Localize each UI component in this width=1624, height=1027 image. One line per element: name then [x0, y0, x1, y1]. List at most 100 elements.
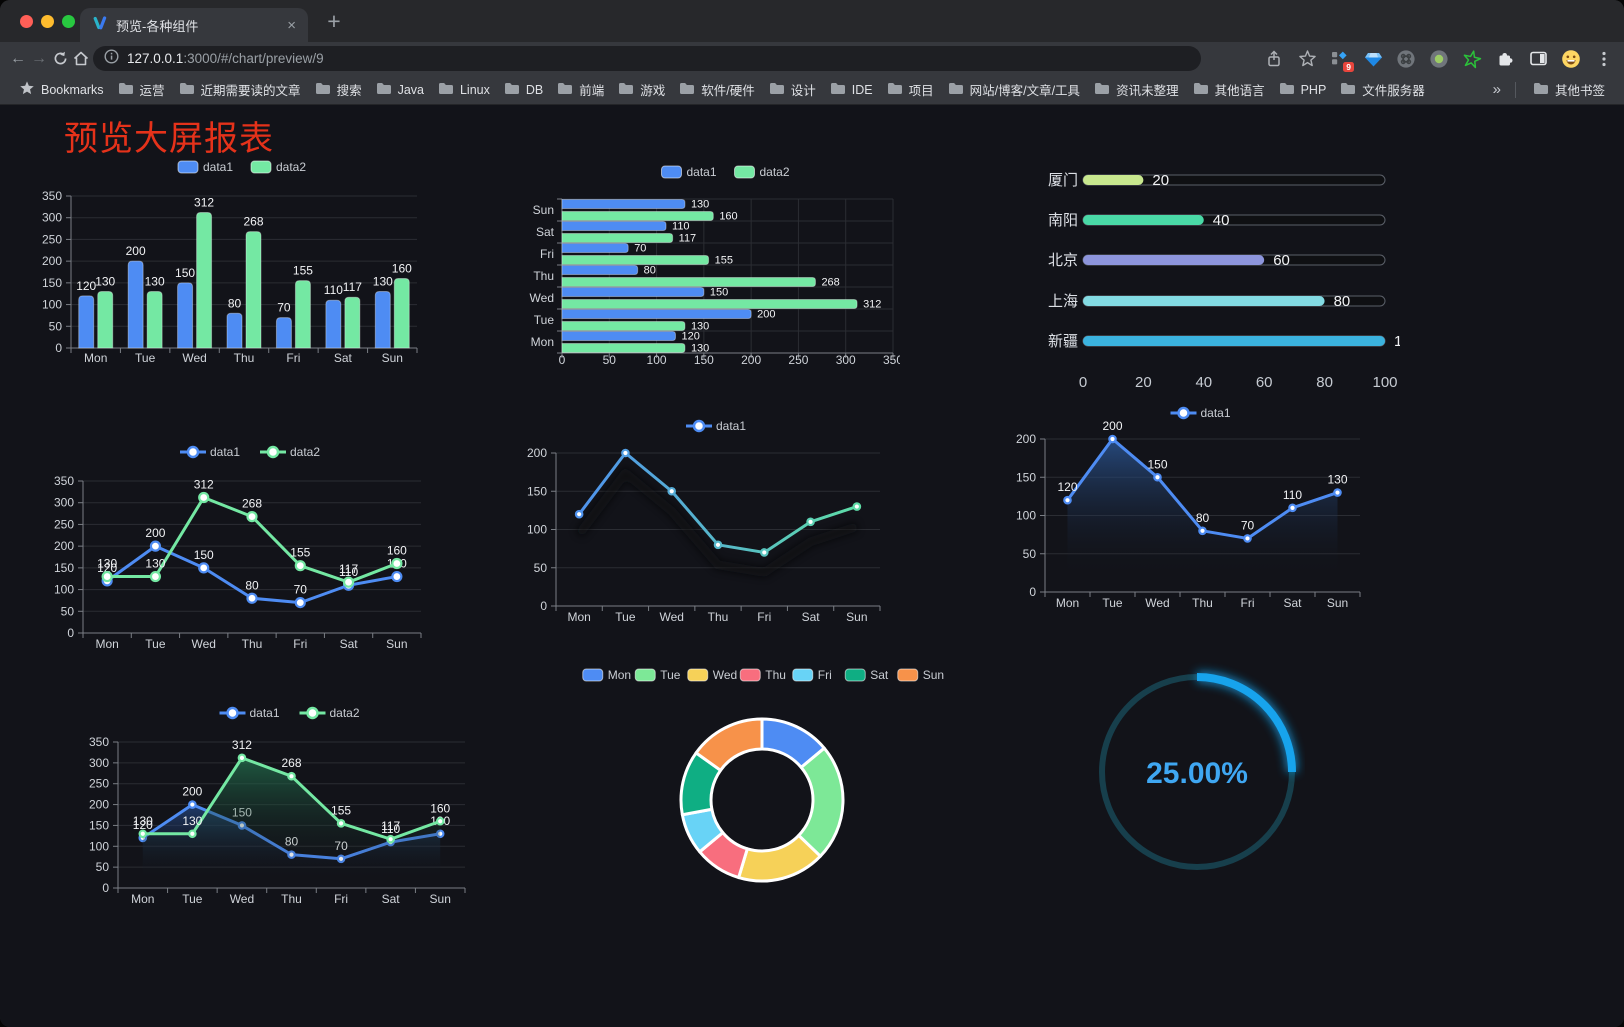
progress-bar-chart[interactable]: 厦门 20 南阳 40 北京 60 上海 80 新疆 100 0 20 40 60 80 100: [1000, 160, 1419, 395]
svg-text:Thu: Thu: [281, 892, 302, 906]
svg-text:上海: 上海: [1048, 293, 1078, 310]
svg-text:200: 200: [182, 785, 202, 799]
svg-text:300: 300: [836, 353, 856, 367]
svg-text:北京: 北京: [1048, 252, 1078, 269]
bookmarks-overflow-chevron[interactable]: »: [1492, 81, 1501, 98]
svg-text:130: 130: [182, 814, 202, 828]
bookmark-folder-前端[interactable]: 前端: [550, 80, 611, 99]
home-button[interactable]: [70, 42, 92, 75]
reload-button[interactable]: [49, 42, 71, 75]
share-icon[interactable]: [1264, 49, 1284, 69]
grouped-bar-chart[interactable]: data1 data2 0 50 100 150 200 250 300 350 Mon Tue Wed…: [30, 150, 430, 380]
svg-text:200: 200: [757, 309, 775, 321]
svg-text:Wed: Wed: [1145, 596, 1169, 610]
svg-text:200: 200: [527, 446, 547, 460]
svg-text:Sun: Sun: [382, 351, 403, 365]
bookmark-folder-设计[interactable]: 设计: [762, 80, 823, 99]
svg-text:350: 350: [89, 735, 109, 749]
svg-text:50: 50: [1023, 547, 1037, 561]
browser-toolbar: ← → 127.0.0.1:3000/#/chart/preview/9 9: [0, 42, 1624, 75]
bookmark-folder-DB[interactable]: DB: [497, 82, 550, 98]
forward-button[interactable]: →: [31, 49, 47, 67]
page-title: 预览大屏报表: [64, 120, 274, 158]
svg-text:data1: data1: [716, 419, 746, 433]
svg-text:130: 130: [691, 343, 709, 355]
dot-extension-icon[interactable]: [1429, 49, 1449, 69]
new-tab-button[interactable]: +: [327, 8, 341, 34]
svg-text:data1: data1: [203, 160, 233, 174]
svg-text:新疆: 新疆: [1048, 333, 1078, 350]
svg-text:70: 70: [294, 583, 308, 597]
bookmark-folder-近期需要读的文章[interactable]: 近期需要读的文章: [172, 80, 308, 99]
bookmark-folder-项目[interactable]: 项目: [880, 80, 941, 99]
browser-menu-icon[interactable]: [1594, 49, 1614, 69]
dual-area-line-chart[interactable]: data1 data2 0 50 100 150 200 250 300 350 Mon Tue Wed…: [85, 700, 485, 930]
svg-text:130: 130: [1327, 473, 1347, 487]
star-extension-icon[interactable]: [1462, 49, 1482, 69]
svg-text:350: 350: [42, 189, 62, 203]
tab-close-icon[interactable]: ×: [287, 16, 296, 34]
svg-text:100: 100: [1016, 509, 1036, 523]
donut-chart[interactable]: Mon Tue Wed Thu Fri Sat Sun: [560, 660, 965, 905]
svg-text:Fri: Fri: [334, 892, 348, 906]
bookmark-folder-游戏[interactable]: 游戏: [611, 80, 672, 99]
gradient-line-chart[interactable]: data1 0 50 100 150 200 Mon Tue Wed Thu Fri Sat Sun: [500, 415, 895, 645]
svg-text:0: 0: [1029, 585, 1036, 599]
folder-icon: [887, 82, 903, 98]
svg-text:Wed: Wed: [191, 637, 215, 651]
browser-tab[interactable]: 预览-各种组件 ×: [80, 8, 308, 42]
svg-text:130: 130: [95, 275, 115, 289]
svg-text:Thu: Thu: [765, 668, 786, 682]
svg-text:200: 200: [89, 798, 109, 812]
back-button[interactable]: ←: [10, 49, 26, 67]
svg-text:100: 100: [89, 839, 109, 853]
svg-text:250: 250: [42, 232, 62, 246]
bookmark-folder-软件/硬件[interactable]: 软件/硬件: [672, 80, 761, 99]
multi-line-chart[interactable]: data1 data2 0 50 100 150 200 250 300 350 Mon Tue Wed…: [30, 440, 430, 675]
svg-text:120: 120: [76, 279, 96, 293]
site-info-icon[interactable]: [104, 48, 119, 69]
svg-text:80: 80: [644, 265, 656, 277]
svg-text:Sun: Sun: [846, 610, 867, 624]
bookmark-folder-Java[interactable]: Java: [369, 82, 431, 98]
bookmarks-manager-item[interactable]: Bookmarks: [12, 80, 111, 99]
area-line-chart[interactable]: data1 0 50 100 150 200 Mon Tue Wed Thu Fri Sat Sun 12…: [1000, 400, 1380, 630]
svg-text:data2: data2: [760, 165, 790, 179]
svg-text:130: 130: [145, 275, 165, 289]
svg-text:312: 312: [194, 196, 214, 210]
svg-text:200: 200: [1102, 419, 1122, 433]
svg-text:Wed: Wed: [182, 351, 206, 365]
bookmark-folder-其他语言[interactable]: 其他语言: [1186, 80, 1272, 99]
bookmark-folder-运营[interactable]: 运营: [111, 80, 172, 99]
bookmark-folder-Linux[interactable]: Linux: [431, 82, 497, 98]
gem-extension-icon[interactable]: [1363, 49, 1383, 69]
bookmark-folder-文件服务器[interactable]: 文件服务器: [1333, 80, 1432, 99]
bookmarks-right-group: » 其他书签: [1489, 80, 1612, 99]
bookmark-folder-IDE[interactable]: IDE: [823, 82, 880, 98]
bookmark-folder-搜索[interactable]: 搜索: [308, 80, 369, 99]
minimize-window-button[interactable]: [41, 15, 54, 28]
close-window-button[interactable]: [20, 15, 33, 28]
svg-text:data2: data2: [330, 706, 360, 720]
command-extension-icon[interactable]: [1396, 49, 1416, 69]
side-panel-icon[interactable]: [1528, 49, 1548, 69]
bookmark-star-icon[interactable]: [1297, 49, 1317, 69]
extension-grid-icon[interactable]: 9: [1330, 49, 1354, 72]
bookmark-folder-PHP[interactable]: PHP: [1272, 82, 1334, 98]
bookmark-folder-list: 运营 近期需要读的文章 搜索 Java Linux DB 前端 游戏 软件/硬件 设计 IDE 项目网…: [111, 80, 1432, 99]
svg-text:155: 155: [293, 264, 313, 278]
svg-text:200: 200: [145, 526, 165, 540]
other-bookmarks-folder[interactable]: 其他书签: [1526, 80, 1612, 99]
extensions-puzzle-icon[interactable]: [1495, 49, 1515, 69]
progress-gauge[interactable]: 25.00%: [1090, 660, 1305, 890]
horizontal-bar-chart[interactable]: data1 data2 0 50 100 150 200 250 300 350 Mon Tue Wed…: [500, 150, 904, 375]
bookmark-folder-资讯未整理[interactable]: 资讯未整理: [1087, 80, 1186, 99]
svg-text:130: 130: [691, 321, 709, 333]
bookmark-folder-网站/博客/文章/工具[interactable]: 网站/博客/文章/工具: [941, 80, 1087, 99]
url-bar[interactable]: 127.0.0.1:3000/#/chart/preview/9: [93, 46, 1201, 71]
emoji-extension-icon[interactable]: [1561, 49, 1581, 69]
tab-strip: 预览-各种组件 × +: [0, 0, 1624, 42]
svg-text:200: 200: [1016, 432, 1036, 446]
maximize-window-button[interactable]: [62, 15, 75, 28]
